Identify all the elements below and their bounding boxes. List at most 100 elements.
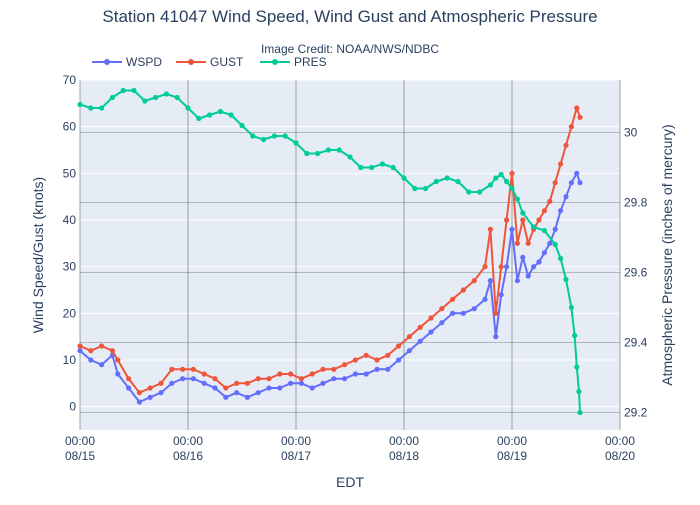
data-point-gust bbox=[223, 385, 229, 391]
data-point-gust bbox=[568, 124, 575, 130]
data-point-wspd bbox=[288, 380, 294, 386]
data-point-pres bbox=[77, 101, 83, 108]
series-layer bbox=[77, 87, 583, 416]
x-tick-time: 00:00 bbox=[389, 434, 419, 448]
legend: WSPD GUST PRES bbox=[92, 55, 327, 69]
data-point-gust bbox=[509, 170, 515, 176]
data-point-gust bbox=[504, 217, 510, 223]
data-point-wspd bbox=[536, 259, 542, 265]
x-tick-date: 08/20 bbox=[605, 449, 635, 463]
data-point-pres bbox=[444, 175, 450, 181]
data-point-wspd bbox=[136, 399, 142, 405]
x-tick-date: 08/19 bbox=[497, 449, 527, 463]
legend-item-gust: GUST bbox=[176, 55, 244, 69]
data-point-wspd bbox=[428, 329, 434, 335]
legend-label: PRES bbox=[294, 55, 327, 69]
data-point-gust bbox=[374, 357, 380, 363]
data-point-gust bbox=[428, 315, 434, 321]
data-point-wspd bbox=[320, 380, 326, 386]
axes: 01020304050607029.229.429.629.83000:0008… bbox=[63, 73, 648, 463]
data-point-wspd bbox=[487, 278, 493, 284]
data-point-wspd bbox=[563, 194, 569, 200]
data-point-gust bbox=[574, 105, 580, 111]
data-point-wspd bbox=[417, 338, 423, 344]
data-point-pres bbox=[88, 105, 94, 111]
data-point-wspd bbox=[244, 394, 250, 400]
data-point-pres bbox=[163, 91, 169, 97]
data-point-gust bbox=[352, 357, 358, 363]
data-point-pres bbox=[153, 94, 159, 101]
data-point-gust bbox=[363, 352, 369, 358]
data-point-gust bbox=[298, 376, 304, 382]
legend-label: WSPD bbox=[126, 55, 162, 69]
data-point-gust bbox=[244, 380, 250, 386]
data-point-pres bbox=[217, 108, 223, 115]
data-point-gust bbox=[514, 240, 521, 246]
data-point-pres bbox=[390, 164, 396, 171]
data-point-pres bbox=[552, 241, 558, 248]
y-tick-label: 50 bbox=[63, 166, 77, 180]
data-point-pres bbox=[563, 276, 569, 283]
data-point-pres bbox=[572, 332, 578, 339]
y-tick-label: 20 bbox=[63, 306, 77, 320]
data-point-wspd bbox=[201, 380, 207, 386]
x-tick-time: 00:00 bbox=[281, 434, 311, 448]
data-point-gust bbox=[320, 366, 326, 372]
chart-subtitle: Image Credit: NOAA/NWS/NDBC bbox=[261, 42, 439, 56]
data-point-wspd bbox=[115, 371, 121, 377]
data-point-pres bbox=[433, 178, 439, 185]
data-point-pres bbox=[514, 196, 521, 202]
data-point-wspd bbox=[514, 278, 521, 284]
data-point-gust bbox=[525, 240, 531, 246]
data-point-wspd bbox=[169, 380, 175, 386]
data-point-pres bbox=[487, 182, 493, 188]
y2-tick-label: 29.8 bbox=[624, 196, 648, 210]
data-point-pres bbox=[109, 94, 115, 101]
data-point-wspd bbox=[309, 385, 315, 391]
data-point-pres bbox=[577, 409, 583, 416]
data-point-pres bbox=[477, 189, 483, 195]
y-tick-label: 10 bbox=[63, 353, 77, 367]
data-point-pres bbox=[558, 255, 564, 262]
data-point-gust bbox=[520, 217, 526, 223]
data-point-pres bbox=[369, 164, 375, 171]
data-point-wspd bbox=[255, 390, 261, 396]
data-point-wspd bbox=[223, 394, 229, 400]
data-point-gust bbox=[99, 343, 105, 349]
data-point-wspd bbox=[547, 240, 553, 246]
data-point-gust bbox=[541, 208, 548, 214]
data-point-gust bbox=[552, 180, 558, 186]
series-wspd bbox=[77, 170, 583, 405]
data-point-pres bbox=[493, 175, 499, 181]
data-point-pres bbox=[531, 224, 537, 230]
data-point-wspd bbox=[541, 250, 548, 256]
data-point-wspd bbox=[298, 380, 304, 386]
data-point-gust bbox=[158, 380, 164, 386]
data-point-pres bbox=[509, 185, 515, 192]
data-point-wspd bbox=[406, 348, 412, 354]
data-point-gust bbox=[450, 296, 456, 302]
data-point-wspd bbox=[374, 366, 380, 372]
data-point-wspd bbox=[558, 208, 564, 214]
y2-tick-label: 29.4 bbox=[624, 336, 648, 350]
y-tick-label: 0 bbox=[69, 400, 76, 414]
data-point-wspd bbox=[531, 264, 537, 270]
data-point-gust bbox=[126, 376, 132, 382]
data-point-gust bbox=[169, 366, 175, 372]
data-point-gust bbox=[266, 376, 272, 382]
data-point-pres bbox=[520, 210, 526, 216]
y2-tick-label: 29.2 bbox=[624, 406, 648, 420]
data-point-gust bbox=[439, 306, 445, 312]
data-point-gust bbox=[342, 362, 348, 368]
data-point-gust bbox=[577, 114, 583, 120]
data-point-gust bbox=[406, 334, 412, 340]
data-point-pres bbox=[315, 150, 321, 157]
data-point-pres bbox=[498, 171, 504, 178]
x-tick-date: 08/18 bbox=[389, 449, 419, 463]
data-point-gust bbox=[180, 366, 186, 372]
data-point-gust bbox=[385, 352, 391, 358]
y-tick-label: 30 bbox=[63, 260, 77, 274]
y-tick-label: 60 bbox=[63, 120, 77, 134]
data-point-wspd bbox=[190, 376, 196, 382]
